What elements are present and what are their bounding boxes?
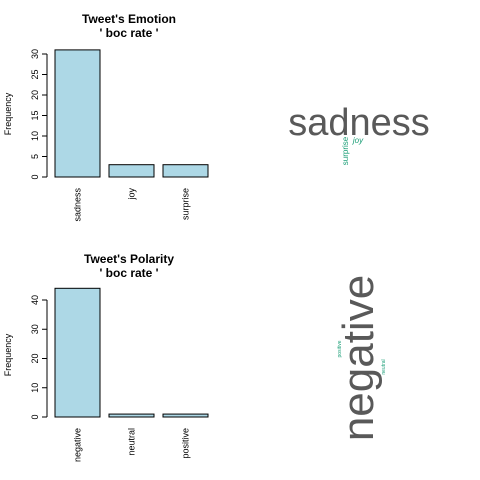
emotion-chart-ylabel: Frequency [3,92,13,135]
wordcloud-word-sadness: sadness [288,102,430,144]
emotion-x-tick-label: sadness [73,188,83,222]
wordcloud-word-joy: joy [352,136,364,145]
polarity-bar-neutral [108,413,155,418]
emotion-y-tick-label: 0 [30,174,40,179]
emotion-bar-surprise [162,164,209,178]
emotion-x-tick-label: surprise [181,188,191,220]
emotion-wordcloud: sadness joy surprise [288,102,430,165]
emotion-y-tick-label: 25 [30,69,40,79]
emotion-chart: Tweet's Emotion ' boc rate ' Frequency 0… [3,12,209,222]
emotion-y-tick-label: 15 [30,110,40,120]
polarity-x-tick-labels: negative neutral positive [73,428,191,462]
polarity-y-tick-label: 30 [30,324,40,334]
emotion-bars [54,49,209,178]
polarity-y-tick-label: 10 [30,383,40,393]
polarity-y-tick-label: 0 [30,414,40,419]
polarity-y-tick-label: 20 [30,353,40,363]
polarity-chart-subtitle: ' boc rate ' [99,266,158,280]
polarity-x-tick-label: positive [181,428,191,459]
wordcloud-word-negative: negative [334,275,383,441]
polarity-chart-title: Tweet's Polarity [84,252,174,266]
emotion-bar-sadness [54,49,101,178]
polarity-chart: Tweet's Polarity ' boc rate ' Frequency … [3,252,209,462]
emotion-y-tick-label: 20 [30,90,40,100]
polarity-bars [54,287,209,418]
emotion-x-tick-label: joy [127,188,137,201]
polarity-bar-positive [162,413,209,418]
wordcloud-word-positive: positive [337,340,343,357]
emotion-y-tick-label: 10 [30,131,40,141]
emotion-bar-joy [108,164,155,178]
polarity-y-tick-label: 40 [30,295,40,305]
emotion-chart-title: Tweet's Emotion [82,12,176,26]
polarity-y-axis: 0 10 20 30 40 [30,295,48,420]
polarity-chart-ylabel: Frequency [3,333,13,376]
emotion-chart-subtitle: ' boc rate ' [99,26,158,40]
polarity-wordcloud: negative positive neutral [334,275,387,441]
wordcloud-word-neutral: neutral [381,359,387,374]
polarity-bar-negative [54,287,101,418]
polarity-x-tick-label: negative [73,428,83,462]
emotion-y-tick-label: 30 [30,49,40,59]
wordcloud-word-surprise: surprise [341,136,350,165]
emotion-y-tick-label: 5 [30,154,40,159]
emotion-y-axis: 0 5 10 15 20 25 30 [30,49,48,180]
emotion-x-tick-labels: sadness joy surprise [73,188,191,222]
polarity-x-tick-label: neutral [127,428,137,456]
